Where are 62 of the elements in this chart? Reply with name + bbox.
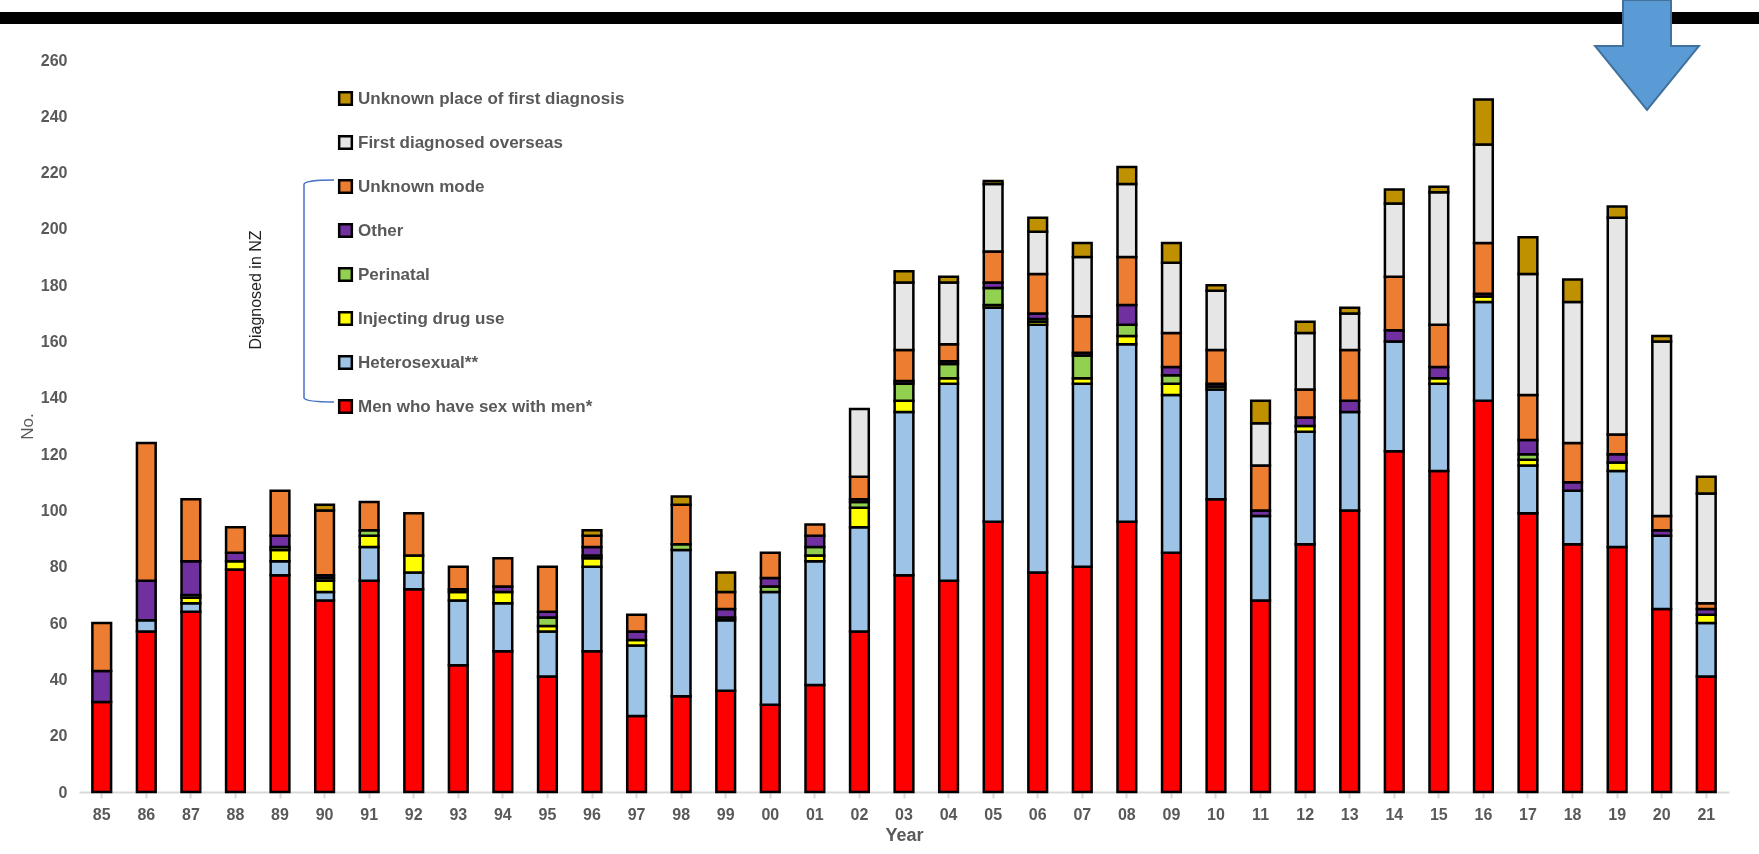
x-tick-label: 88 bbox=[226, 805, 245, 823]
y-tick-label: 20 bbox=[49, 727, 68, 745]
y-tick-label: 120 bbox=[40, 445, 68, 463]
x-tick-label: 18 bbox=[1563, 805, 1582, 823]
legend-label: Heterosexual** bbox=[358, 352, 479, 372]
x-tick-label: 94 bbox=[493, 805, 512, 823]
x-tick-label: 06 bbox=[1028, 805, 1047, 823]
y-tick-label: 160 bbox=[40, 333, 68, 351]
legend-label: Men who have sex with men* bbox=[358, 396, 593, 416]
x-tick-label: 00 bbox=[761, 805, 780, 823]
y-tick-label: 80 bbox=[49, 558, 68, 576]
y-tick-label: 220 bbox=[40, 164, 68, 182]
x-tick-label: 17 bbox=[1519, 805, 1537, 823]
x-tick-label: 96 bbox=[583, 805, 602, 823]
y-tick-label: 200 bbox=[40, 220, 68, 238]
x-tick-label: 08 bbox=[1117, 805, 1136, 823]
x-tick-label: 95 bbox=[538, 805, 557, 823]
x-tick-label: 98 bbox=[672, 805, 691, 823]
x-tick-label: 90 bbox=[315, 805, 334, 823]
x-tick-label: 85 bbox=[92, 805, 111, 823]
x-tick-label: 10 bbox=[1207, 805, 1225, 823]
x-tick-label: 86 bbox=[137, 805, 156, 823]
y-tick-label: 60 bbox=[49, 614, 68, 632]
y-tick-label: 240 bbox=[40, 107, 68, 125]
x-tick-label: 97 bbox=[627, 805, 646, 823]
y-tick-label: 0 bbox=[58, 783, 68, 801]
x-tick-label: 16 bbox=[1474, 805, 1493, 823]
x-tick-label: 93 bbox=[449, 805, 468, 823]
legend-label: First diagnosed overseas bbox=[358, 132, 564, 152]
x-tick-label: 21 bbox=[1697, 805, 1716, 823]
x-tick-label: 02 bbox=[850, 805, 869, 823]
x-tick-label: 13 bbox=[1340, 805, 1359, 823]
y-tick-label: 100 bbox=[40, 501, 68, 519]
x-tick-label: 03 bbox=[895, 805, 913, 823]
legend-label: Unknown place of first diagnosis bbox=[358, 88, 625, 108]
x-tick-label: 14 bbox=[1385, 805, 1404, 823]
x-tick-label: 20 bbox=[1652, 805, 1671, 823]
x-tick-label: 12 bbox=[1296, 805, 1315, 823]
y-tick-label: 260 bbox=[40, 51, 68, 69]
legend-label: Injecting drug use bbox=[358, 308, 505, 328]
x-tick-label: 09 bbox=[1162, 805, 1181, 823]
x-tick-label: 87 bbox=[181, 805, 200, 823]
x-axis-title: Year bbox=[885, 824, 924, 845]
legend-label: Perinatal bbox=[358, 264, 430, 284]
x-tick-label: 01 bbox=[805, 805, 824, 823]
y-tick-label: 140 bbox=[40, 389, 68, 407]
x-tick-label: 89 bbox=[271, 805, 290, 823]
x-tick-label: 11 bbox=[1252, 805, 1270, 823]
x-tick-label: 04 bbox=[939, 805, 958, 823]
annotation: Diagnosed in NZ bbox=[247, 230, 265, 350]
legend-label: Other bbox=[358, 220, 404, 240]
x-tick-label: 92 bbox=[404, 805, 423, 823]
x-tick-label: 05 bbox=[984, 805, 1003, 823]
y-axis-title: No. bbox=[17, 413, 37, 440]
y-tick-label: 40 bbox=[49, 670, 68, 688]
x-tick-label: 91 bbox=[360, 805, 379, 823]
x-tick-label: 15 bbox=[1429, 805, 1448, 823]
x-tick-label: 99 bbox=[716, 805, 735, 823]
x-tick-label: 07 bbox=[1073, 805, 1092, 823]
y-tick-label: 180 bbox=[40, 276, 68, 294]
x-tick-label: 19 bbox=[1608, 805, 1627, 823]
legend-label: Unknown mode bbox=[358, 176, 485, 196]
